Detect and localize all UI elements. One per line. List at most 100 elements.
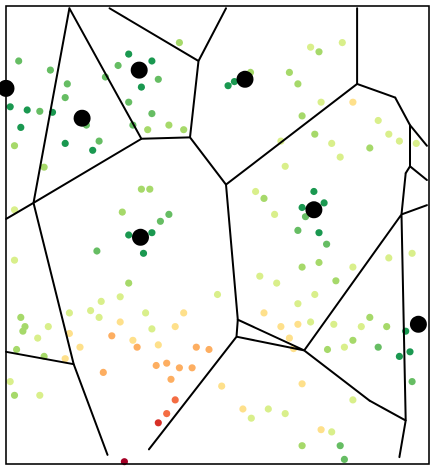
seed-point-7 — [409, 315, 427, 333]
data-point — [340, 343, 348, 351]
data-point — [76, 343, 84, 351]
data-point — [298, 263, 306, 271]
data-point — [332, 277, 340, 285]
voronoi-seeds — [0, 61, 427, 333]
data-point — [93, 247, 101, 255]
data-point — [213, 290, 222, 299]
data-point — [385, 254, 393, 262]
data-point — [340, 455, 348, 463]
data-point — [239, 405, 247, 413]
data-point — [323, 345, 332, 354]
data-point — [142, 309, 150, 317]
voronoi-edge — [236, 318, 306, 352]
data-point — [338, 39, 346, 47]
data-point — [125, 231, 133, 239]
data-point — [188, 364, 196, 372]
data-point — [99, 368, 107, 376]
data-point — [65, 309, 73, 317]
voronoi-edge — [32, 137, 143, 204]
data-point — [307, 318, 315, 326]
data-point — [260, 194, 268, 202]
data-point — [271, 210, 279, 218]
data-point — [165, 121, 173, 129]
voronoi-edge — [394, 96, 411, 127]
voronoi-edge — [398, 419, 407, 459]
data-point — [256, 272, 264, 280]
data-point — [163, 410, 171, 418]
data-point — [315, 229, 323, 237]
data-point — [10, 142, 19, 150]
voronoi-cell-5 — [190, 8, 358, 185]
data-point — [285, 334, 293, 342]
data-point — [17, 123, 25, 131]
data-point — [163, 359, 171, 367]
data-point — [139, 249, 148, 257]
data-point — [175, 364, 183, 372]
data-point — [97, 297, 105, 305]
voronoi-edge — [5, 201, 35, 220]
seed-point-6 — [305, 201, 323, 219]
data-point — [156, 217, 164, 225]
data-point — [23, 106, 31, 114]
voronoi-cell-15 — [33, 202, 108, 455]
voronoi-edge — [108, 7, 200, 62]
data-point — [15, 57, 23, 65]
data-point — [349, 263, 357, 271]
data-point — [34, 334, 42, 342]
voronoi-edge — [189, 60, 200, 139]
data-point — [412, 139, 420, 147]
data-point — [330, 320, 338, 328]
data-point — [114, 61, 122, 70]
data-point — [264, 405, 272, 413]
data-point — [336, 442, 344, 450]
voronoi-cell-6 — [357, 8, 427, 146]
data-point — [317, 98, 325, 106]
voronoi-edge — [148, 335, 238, 451]
data-point — [10, 256, 19, 264]
voronoi-cell-4 — [109, 8, 226, 62]
data-point — [281, 162, 289, 170]
data-point — [167, 375, 175, 383]
data-point — [383, 323, 391, 331]
data-point — [148, 229, 156, 237]
data-point — [61, 94, 69, 102]
data-point — [95, 137, 103, 145]
data-point — [298, 112, 306, 120]
data-point — [218, 382, 226, 390]
data-point — [171, 396, 179, 404]
data-point — [44, 323, 52, 331]
data-point — [180, 309, 188, 317]
voronoi-edges — [5, 7, 428, 459]
voronoi-edge — [235, 335, 306, 352]
voronoi-edge — [197, 7, 227, 62]
data-point — [40, 163, 48, 171]
data-point — [65, 329, 73, 338]
data-point — [171, 323, 179, 331]
data-point — [89, 146, 97, 154]
voronoi-edge — [32, 7, 71, 204]
data-point — [192, 343, 200, 351]
data-point — [146, 185, 154, 193]
data-point — [152, 361, 160, 370]
data-point — [137, 185, 145, 193]
data-point — [336, 153, 344, 161]
voronoi-edge — [400, 172, 407, 216]
data-point — [357, 323, 365, 331]
data-point — [273, 279, 281, 287]
voronoi-edge — [140, 136, 191, 140]
voronoi-edge — [356, 82, 397, 99]
voronoi-cell-10 — [33, 137, 238, 455]
data-point — [252, 187, 260, 196]
voronoi-edge — [400, 213, 407, 422]
plot-frame — [5, 5, 430, 465]
voronoi-edge — [303, 213, 403, 352]
data-point — [294, 300, 302, 308]
data-point — [165, 210, 173, 218]
voronoi-edge — [368, 399, 407, 422]
voronoi-edge — [32, 201, 75, 366]
data-point — [154, 341, 162, 349]
voronoi-edge — [409, 124, 428, 147]
voronoi-edge — [303, 349, 371, 402]
